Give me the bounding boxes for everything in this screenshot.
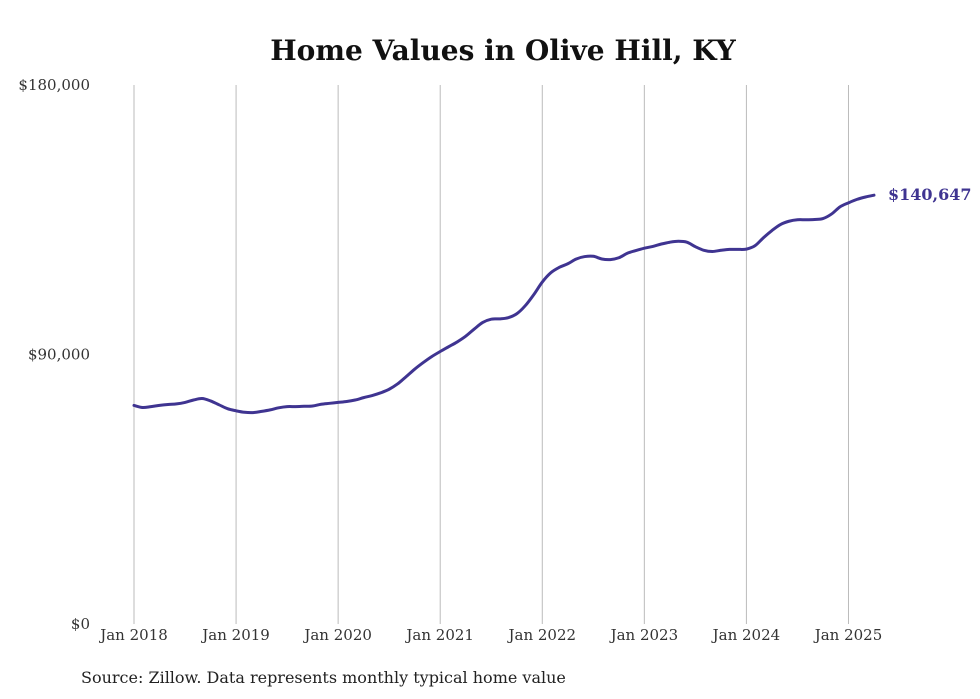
chart-gridlines xyxy=(133,85,849,624)
last-value-label: $140,647 xyxy=(888,185,972,204)
y-axis-tick-labels: $0 $90,000 $180,000 xyxy=(18,76,90,633)
y-tick-label: $180,000 xyxy=(18,76,90,94)
x-tick-label: Jan 2025 xyxy=(813,626,883,644)
y-tick-label: $90,000 xyxy=(28,346,90,364)
y-tick-label: $0 xyxy=(71,615,90,633)
x-tick-label: Jan 2023 xyxy=(609,626,679,644)
x-axis-tick-labels: Jan 2018 Jan 2019 Jan 2020 Jan 2021 Jan 2022… xyxy=(98,626,882,644)
x-tick-label: Jan 2018 xyxy=(98,626,168,644)
chart-title: Home Values in Olive Hill, KY xyxy=(270,34,737,67)
x-tick-label: Jan 2021 xyxy=(404,626,474,644)
x-tick-label: Jan 2019 xyxy=(200,626,270,644)
x-tick-label: Jan 2024 xyxy=(711,626,781,644)
series-line xyxy=(132,193,876,415)
source-note: Source: Zillow. Data represents monthly … xyxy=(81,668,566,687)
home-value-series xyxy=(132,193,876,415)
x-tick-label: Jan 2022 xyxy=(506,626,576,644)
x-tick-label: Jan 2020 xyxy=(302,626,372,644)
